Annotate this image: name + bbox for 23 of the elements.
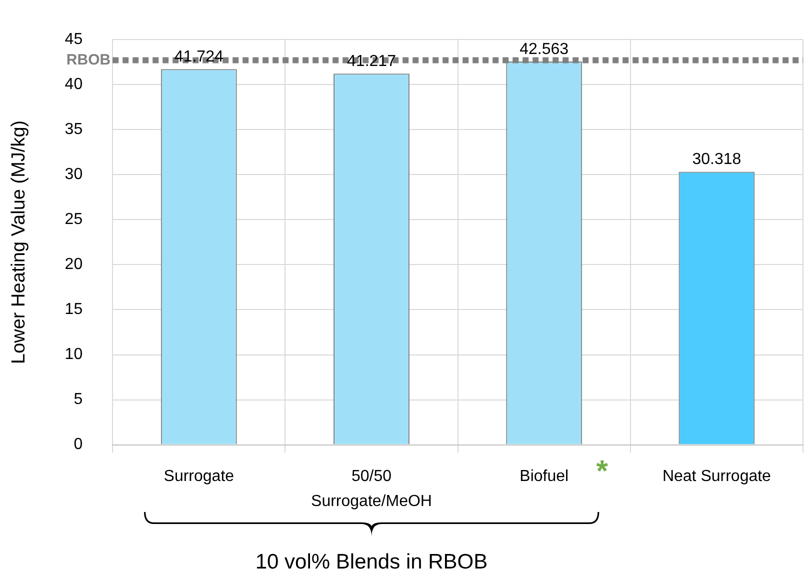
data-label: 41.724 <box>174 48 224 66</box>
y-tick-label: 10 <box>64 346 83 364</box>
x-tick-label: Surrogate <box>164 468 234 485</box>
y-axis-title: Lower Heating Value (MJ/kg) <box>8 120 30 364</box>
x-tick-label: Biofuel <box>520 468 569 485</box>
data-label: 30.318 <box>692 151 742 168</box>
y-tick-label: 35 <box>64 121 83 138</box>
data-label: 41.217 <box>347 53 396 70</box>
y-tick-label: 40 <box>64 76 83 94</box>
annotation: * <box>596 455 608 488</box>
y-tick-label: 0 <box>74 436 83 454</box>
y-tick-label: 15 <box>64 301 83 318</box>
x-tick-label: Neat Surrogate <box>662 468 772 485</box>
y-tick-label: 5 <box>74 391 83 408</box>
y-tick-label: 45 <box>64 31 83 48</box>
ref-line-label: RBOB <box>66 51 111 68</box>
y-tick-label: 20 <box>64 256 83 274</box>
y-tick-label: 25 <box>64 211 83 228</box>
data-label: 42.563 <box>520 40 569 58</box>
text: Surrogate/MeOH <box>311 493 432 510</box>
y-tick-label: 30 <box>64 166 83 184</box>
text: 10 vol% Blends in RBOB <box>255 550 488 574</box>
x-tick-label: 50/50 <box>351 468 392 485</box>
